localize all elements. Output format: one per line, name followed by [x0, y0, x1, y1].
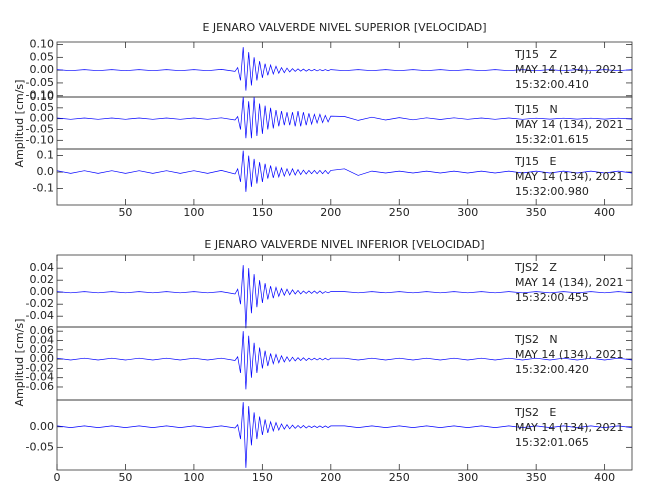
station-annotation: TJ15 E: [514, 155, 556, 168]
station-annotation: MAY 14 (134), 2021: [515, 348, 623, 361]
waveform: [56, 402, 633, 468]
y-tick-label: -0.05: [26, 123, 54, 136]
panel-frame: [56, 399, 633, 471]
x-tick-label: 50: [118, 471, 132, 484]
y-tick-label: -0.02: [26, 361, 54, 374]
y-tick-label: -0.1: [33, 182, 54, 195]
station-annotation: 15:32:01.615: [515, 133, 589, 146]
panel-frame: [56, 148, 633, 206]
waveform: [56, 96, 633, 139]
y-tick-label: 0.05: [30, 101, 55, 114]
waveform: [56, 47, 633, 91]
y-tick-label: 0.06: [30, 324, 55, 337]
y-axis-label: Amplitud [cm/s]: [13, 80, 26, 168]
y-tick-label: 0.00: [30, 112, 55, 125]
y-tick-label: 0.04: [30, 261, 55, 274]
x-tick-label: 400: [594, 471, 615, 484]
x-tick-label: 300: [457, 471, 478, 484]
x-tick-label: 400: [594, 206, 615, 219]
y-tick-label: -0.04: [26, 371, 54, 384]
waveform: [56, 265, 633, 329]
chart-title: E JENARO VALVERDE NIVEL SUPERIOR [VELOCI…: [202, 21, 486, 34]
station-annotation: TJS2 N: [514, 333, 558, 346]
station-annotation: 15:32:00.420: [515, 363, 589, 376]
y-tick-label: -0.10: [26, 89, 54, 102]
station-annotation: MAY 14 (134), 2021: [515, 421, 623, 434]
chart-title: E JENARO VALVERDE NIVEL INFERIOR [VELOCI…: [204, 238, 484, 251]
y-tick-label: -0.05: [26, 440, 54, 453]
x-tick-label: 300: [457, 206, 478, 219]
y-tick-label: 0.00: [30, 63, 55, 76]
x-tick-label: 250: [389, 471, 410, 484]
x-tick-label: 0: [54, 471, 61, 484]
station-annotation: 15:32:00.455: [515, 291, 589, 304]
x-tick-label: 200: [320, 206, 341, 219]
x-tick-label: 250: [389, 206, 410, 219]
station-annotation: MAY 14 (134), 2021: [515, 118, 623, 131]
x-tick-label: 50: [118, 206, 132, 219]
x-tick-label: 200: [320, 471, 341, 484]
station-annotation: TJS2 E: [514, 406, 556, 419]
station-annotation: MAY 14 (134), 2021: [515, 63, 623, 76]
y-tick-label: 0.10: [30, 90, 55, 103]
station-annotation: TJS2 Z: [514, 261, 557, 274]
station-annotation: MAY 14 (134), 2021: [515, 276, 623, 289]
y-tick-label: 0.00: [30, 352, 55, 365]
x-tick-label: 100: [183, 471, 204, 484]
station-annotation: MAY 14 (134), 2021: [515, 170, 623, 183]
y-tick-label: 0.02: [30, 343, 55, 356]
waveform: [56, 331, 633, 390]
y-tick-label: 0.00: [30, 285, 55, 298]
station-annotation: TJ15 N: [514, 103, 558, 116]
station-annotation: 15:32:00.980: [515, 185, 589, 198]
y-tick-label: 0.10: [30, 38, 55, 51]
y-tick-label: 0.00: [30, 420, 55, 433]
y-axis-label: Amplitud [cm/s]: [13, 319, 26, 407]
y-tick-label: 0.1: [37, 149, 55, 162]
station-annotation: TJ15 Z: [514, 48, 557, 61]
y-tick-label: 0.04: [30, 333, 55, 346]
y-tick-label: -0.10: [26, 133, 54, 146]
y-tick-label: -0.06: [26, 380, 54, 393]
x-tick-label: 350: [526, 471, 547, 484]
y-tick-label: 0.05: [30, 50, 55, 63]
y-tick-label: -0.04: [26, 309, 54, 322]
y-tick-label: -0.02: [26, 297, 54, 310]
station-annotation: 15:32:01.065: [515, 436, 589, 449]
y-tick-label: 0.02: [30, 273, 55, 286]
y-tick-label: 0.0: [37, 165, 55, 178]
x-tick-label: 150: [252, 471, 273, 484]
y-tick-label: -0.05: [26, 76, 54, 89]
waveform: [56, 150, 633, 192]
station-annotation: 15:32:00.410: [515, 78, 589, 91]
x-tick-label: 350: [526, 206, 547, 219]
x-tick-label: 100: [183, 206, 204, 219]
x-tick-label: 150: [252, 206, 273, 219]
